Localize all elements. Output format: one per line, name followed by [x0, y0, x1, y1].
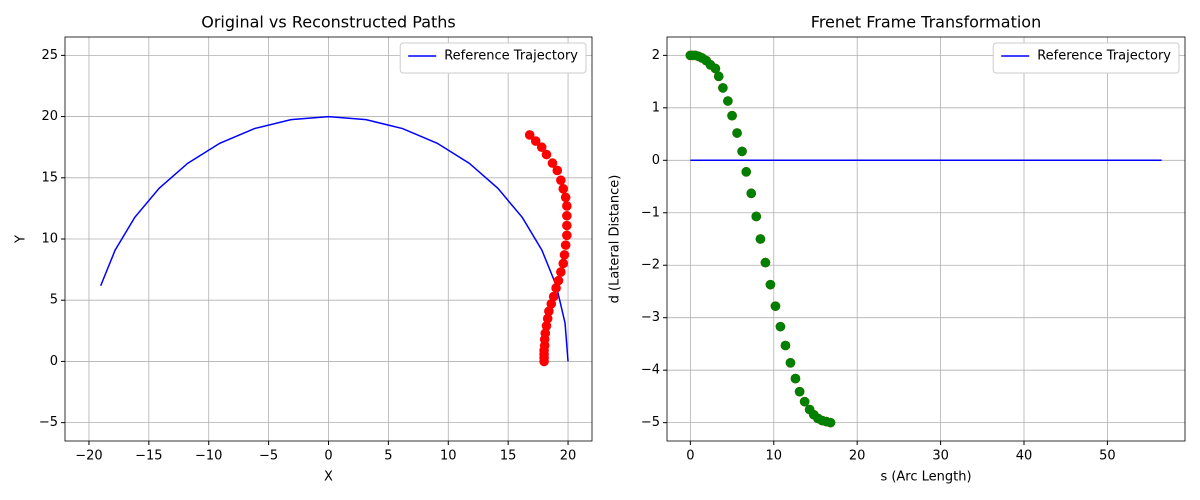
scatter-point — [741, 167, 752, 177]
y-tick-label: 1 — [652, 100, 660, 115]
legend-box — [399, 42, 587, 74]
scatter-point — [760, 257, 771, 268]
scatter-point — [732, 128, 742, 138]
scatter-point — [713, 71, 724, 82]
y-tick-label: −5 — [39, 415, 58, 430]
legend: Reference Trajectory — [399, 42, 587, 74]
scatter-point — [559, 250, 570, 260]
scatter-point — [560, 240, 571, 250]
y-tick-label: −5 — [641, 415, 660, 430]
scatter-point — [540, 328, 551, 339]
chart-title: Original vs Reconstructed Paths — [201, 13, 456, 32]
legend-label: Reference Trajectory — [1037, 49, 1171, 64]
x-tick-label: 20 — [849, 449, 866, 464]
chart-title: Frenet Frame Transformation — [811, 13, 1041, 32]
scatter-point — [536, 142, 547, 152]
scatter-point — [547, 158, 558, 168]
y-tick-label: −4 — [641, 363, 660, 378]
x-tick-label: 10 — [440, 449, 457, 464]
y-tick-label: 10 — [41, 232, 58, 247]
x-axis-label: X — [324, 470, 333, 485]
scatter-point — [790, 373, 801, 384]
scatter-point — [825, 417, 836, 428]
scatter-point — [562, 220, 572, 231]
legend-label: Reference Trajectory — [444, 49, 578, 64]
plot-frame — [64, 36, 593, 442]
scatter-point — [562, 230, 572, 241]
x-tick-label: 5 — [384, 449, 392, 464]
scatter-point — [558, 258, 569, 269]
scatter-point — [562, 201, 572, 211]
subplot: 0 10 20 30 40 50 −5 −4 −3 −2 −1 0 1 2 Frenet Frame Tra… — [608, 13, 1186, 485]
scatter-point — [556, 175, 566, 186]
x-tick-label: 30 — [932, 449, 949, 464]
y-tick-label: 20 — [41, 109, 58, 124]
y-tick-label: 15 — [41, 170, 58, 185]
scatter-point — [524, 130, 535, 140]
x-tick-label: −20 — [75, 449, 102, 464]
scatter-point — [765, 279, 776, 290]
x-tick-label: 20 — [560, 449, 577, 464]
reference-line — [99, 115, 569, 362]
scatter-point — [552, 165, 563, 176]
scatter-point — [710, 63, 721, 74]
scatter-point — [544, 306, 554, 317]
scatter-point — [775, 321, 786, 332]
scatter-point — [541, 149, 552, 160]
x-tick-label: 0 — [324, 449, 332, 464]
scatter-point — [770, 301, 781, 311]
x-tick-label: 50 — [1099, 449, 1116, 464]
scatter-point — [553, 275, 564, 286]
scatter-point — [780, 340, 791, 351]
scatter-point — [546, 299, 557, 309]
scatter-point — [718, 83, 728, 93]
scatter-point — [556, 267, 566, 277]
y-tick-label: 0 — [652, 153, 660, 168]
legend-box — [992, 42, 1180, 74]
scatter-point — [530, 136, 541, 146]
x-tick-label: 10 — [765, 449, 782, 464]
y-tick-label: 0 — [50, 354, 58, 369]
x-tick-label: 15 — [500, 449, 517, 464]
y-axis-label: d (Lateral Distance) — [608, 175, 623, 304]
scatter-point — [562, 210, 572, 221]
scatter-point — [548, 291, 559, 302]
scatter-point — [785, 358, 796, 368]
scatter-point — [560, 192, 571, 203]
scatter-point — [542, 313, 553, 324]
scatter-point — [723, 96, 733, 106]
y-tick-label: −1 — [641, 205, 660, 220]
x-tick-label: 0 — [686, 449, 694, 464]
y-tick-label: 25 — [41, 48, 58, 63]
scatter-point — [551, 283, 561, 293]
scatter-point — [558, 184, 569, 194]
scatter-point — [541, 321, 552, 331]
scatter-point — [737, 146, 747, 157]
x-tick-label: −5 — [259, 449, 278, 464]
y-tick-label: 2 — [652, 48, 660, 63]
scatter-point — [799, 396, 810, 407]
y-tick-label: −3 — [641, 310, 660, 325]
plot-frame — [666, 36, 1186, 442]
x-tick-label: −10 — [195, 449, 222, 464]
x-tick-label: −15 — [135, 449, 162, 464]
scatter-point — [794, 386, 805, 397]
y-tick-label: 5 — [50, 293, 58, 308]
legend: Reference Trajectory — [992, 42, 1180, 74]
y-axis-label: Y — [14, 235, 29, 244]
scatter-point — [751, 211, 762, 222]
x-tick-label: 40 — [1016, 449, 1033, 464]
scatter-point — [755, 234, 766, 244]
scatter-point — [727, 110, 737, 121]
x-axis-label: s (Arc Length) — [880, 470, 971, 485]
subplot: −20 −15 −10 −5 0 5 10 15 20 −5 0 5 10 15 20 25 Original … — [14, 13, 593, 485]
scatter-point — [746, 188, 757, 199]
y-tick-label: −2 — [641, 258, 660, 273]
